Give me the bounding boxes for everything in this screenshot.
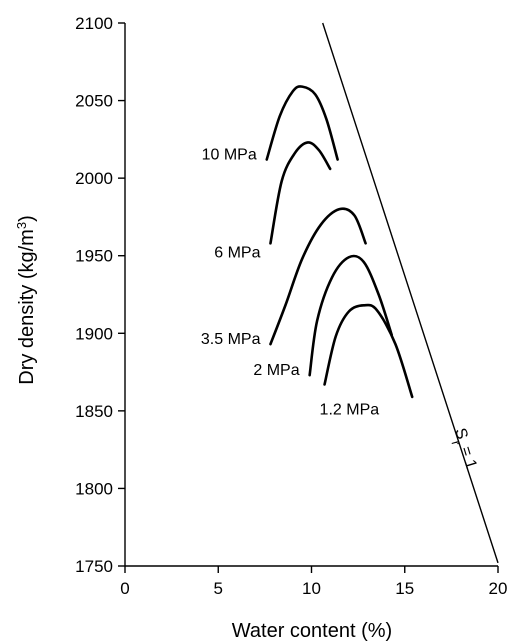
curve-labels: 10 MPa 6 MPa 3.5 MPa 2 MPa 1.2 MPa <box>201 147 379 419</box>
y-axis-title: Dry density (kg/m3) <box>14 215 39 385</box>
y-tick-label: 2100 <box>75 14 113 33</box>
y-axis-title-sup: 3 <box>14 222 29 229</box>
y-tick-label: 1800 <box>75 479 113 498</box>
y-tick-label: 2050 <box>75 92 113 111</box>
y-tick-label: 1850 <box>75 402 113 421</box>
curve-label-3-5-mpa: 3.5 MPa <box>201 331 261 348</box>
compaction-curve-3-5-mpa <box>269 207 367 346</box>
compaction-curve-2-mpa <box>308 254 393 377</box>
compaction-curve-10-mpa <box>265 85 339 161</box>
x-tick-label: 0 <box>120 579 129 598</box>
curve-label-6-mpa: 6 MPa <box>214 244 260 261</box>
y-tick-label: 1900 <box>75 324 113 343</box>
saturation-line <box>322 22 499 564</box>
y-axis-title-main: Dry density (kg/m <box>16 229 38 385</box>
x-tick-label: 10 <box>302 579 321 598</box>
y-tick-label: 1750 <box>75 557 113 576</box>
curves <box>265 22 499 564</box>
axes <box>124 23 498 567</box>
x-tick-label: 20 <box>489 579 508 598</box>
sr-label-rest: = 1 <box>455 440 479 471</box>
curve-label-2-mpa: 2 MPa <box>253 362 299 379</box>
y-axis-title-end: ) <box>16 215 38 222</box>
sr-label-main: S <box>451 426 470 441</box>
y-tick-label: 2000 <box>75 169 113 188</box>
curve-label-1-2-mpa: 1.2 MPa <box>320 401 380 418</box>
y-tick-label: 1950 <box>75 247 113 266</box>
compaction-curve-1-2-mpa <box>323 303 414 399</box>
curve-label-10-mpa: 10 MPa <box>202 147 257 164</box>
compaction-curve-6-mpa <box>269 141 332 245</box>
x-tick-label: 5 <box>214 579 223 598</box>
x-tick-label: 15 <box>395 579 414 598</box>
sr-label-sub: r <box>449 439 464 447</box>
sr-label: Sr = 1 <box>445 426 479 473</box>
x-axis-title: Water content (%) <box>232 620 392 642</box>
y-ticks: 1750 1800 1850 1900 1950 2000 2050 2100 <box>75 14 125 576</box>
x-ticks: 0 5 10 15 20 <box>120 566 507 598</box>
